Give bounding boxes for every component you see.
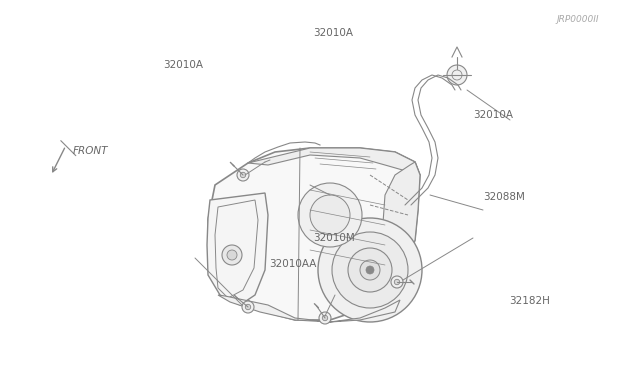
Polygon shape xyxy=(380,162,420,295)
Circle shape xyxy=(227,250,237,260)
Text: JRP0000II: JRP0000II xyxy=(557,15,599,24)
Circle shape xyxy=(391,276,403,288)
Text: 32010A: 32010A xyxy=(474,110,514,120)
Text: 32010A: 32010A xyxy=(163,60,204,70)
Circle shape xyxy=(222,245,242,265)
Text: 32182H: 32182H xyxy=(509,296,550,306)
Circle shape xyxy=(348,248,392,292)
Text: 32010M: 32010M xyxy=(314,233,355,243)
Circle shape xyxy=(318,218,422,322)
Polygon shape xyxy=(218,295,400,322)
Polygon shape xyxy=(248,148,420,175)
Circle shape xyxy=(366,266,374,274)
Polygon shape xyxy=(208,148,420,320)
Circle shape xyxy=(319,312,331,324)
Circle shape xyxy=(323,315,328,321)
Circle shape xyxy=(298,183,362,247)
Circle shape xyxy=(360,260,380,280)
Text: 32010AA: 32010AA xyxy=(269,259,316,269)
Text: FRONT: FRONT xyxy=(73,146,108,155)
Circle shape xyxy=(310,195,350,235)
Circle shape xyxy=(240,172,246,178)
Circle shape xyxy=(332,232,408,308)
Circle shape xyxy=(242,301,254,313)
Polygon shape xyxy=(207,193,268,305)
Circle shape xyxy=(447,65,467,85)
Circle shape xyxy=(394,279,400,285)
Circle shape xyxy=(237,169,249,181)
Text: 32088M: 32088M xyxy=(483,192,525,202)
Text: 32010A: 32010A xyxy=(314,29,354,38)
Circle shape xyxy=(245,304,251,310)
